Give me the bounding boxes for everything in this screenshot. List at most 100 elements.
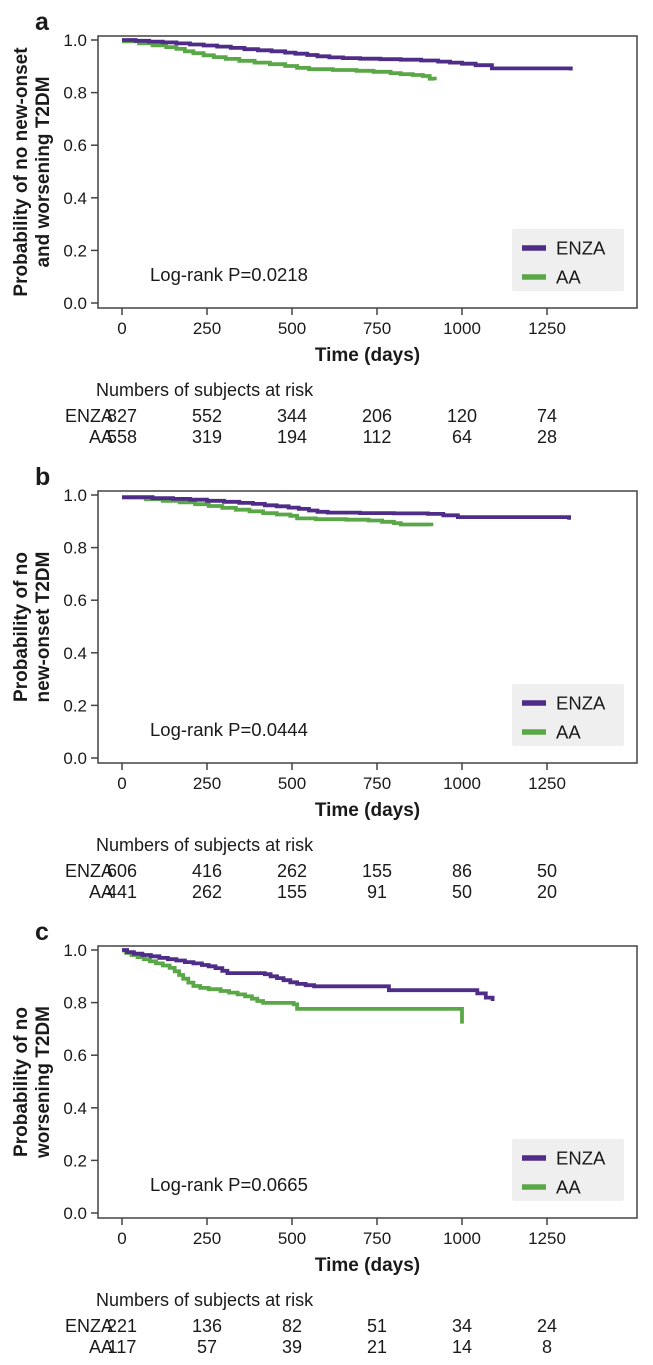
y-tick-label: 0.8 — [63, 539, 87, 558]
risk-value: 8 — [542, 1337, 552, 1357]
panel-letter: c — [35, 918, 49, 946]
risk-value: 64 — [452, 427, 472, 447]
risk-value: 827 — [107, 406, 137, 426]
x-tick-label: 1250 — [528, 319, 566, 338]
logrank-annotation: Log-rank P=0.0665 — [150, 1174, 308, 1195]
x-tick-label: 500 — [278, 774, 306, 793]
legend-label-enza: ENZA — [556, 238, 606, 259]
y-tick-label: 1.0 — [63, 941, 87, 960]
aa-curve — [122, 495, 434, 527]
logrank-annotation: Log-rank P=0.0444 — [150, 719, 308, 740]
plot-box — [97, 945, 638, 1219]
panel-c: 0.0 0.2 0.4 0.6 0.8 1.0 0 250 500 750 1000 1250 Time… — [0, 910, 653, 1365]
risk-value: 155 — [362, 861, 392, 881]
risk-value: 319 — [192, 427, 222, 447]
y-tick-label: 0.2 — [63, 241, 87, 260]
risk-table-title: Numbers of subjects at risk — [96, 1290, 314, 1310]
legend-label-enza: ENZA — [556, 693, 606, 714]
y-tick-label: 0.2 — [63, 696, 87, 715]
risk-table-title: Numbers of subjects at risk — [96, 380, 314, 400]
risk-value: 14 — [452, 1337, 472, 1357]
y-tick-label: 0.4 — [63, 189, 87, 208]
risk-value: 344 — [277, 406, 307, 426]
risk-value: 50 — [452, 882, 472, 902]
y-axis-label-line2: worsening T2DM — [33, 1006, 54, 1159]
y-tick-label: 0.6 — [63, 1046, 87, 1065]
y-tick-label: 0.4 — [63, 1099, 87, 1118]
x-tick-label: 250 — [193, 774, 221, 793]
risk-value: 262 — [277, 861, 307, 881]
x-tick-label: 750 — [363, 319, 391, 338]
y-tick-label: 0.0 — [63, 294, 87, 313]
enza-curve — [122, 38, 573, 71]
risk-value: 606 — [107, 861, 137, 881]
enza-curve — [122, 948, 495, 1001]
risk-value: 262 — [192, 882, 222, 902]
y-tick-label: 0.8 — [63, 84, 87, 103]
y-tick-label: 0.6 — [63, 136, 87, 155]
x-tick-label: 250 — [193, 319, 221, 338]
legend-label-aa: AA — [556, 722, 581, 743]
x-tick-label: 1250 — [528, 774, 566, 793]
risk-value: 221 — [107, 1316, 137, 1336]
km-plot-b: 0.0 0.2 0.4 0.6 0.8 1.0 0 250 500 750 1000 1250 Time… — [11, 463, 638, 902]
risk-value: 206 — [362, 406, 392, 426]
risk-value: 86 — [452, 861, 472, 881]
x-axis-label: Time (days) — [315, 800, 420, 821]
risk-row-label-aa: AA — [89, 1337, 113, 1357]
km-plot-a: 0.0 0.2 0.4 0.6 0.8 1.0 0 250 500 750 1000 1250 Time… — [11, 8, 638, 447]
risk-value: 194 — [277, 427, 307, 447]
plot-box — [97, 35, 638, 309]
x-tick-label: 0 — [117, 1229, 126, 1248]
risk-value: 120 — [447, 406, 477, 426]
km-plot-c: 0.0 0.2 0.4 0.6 0.8 1.0 0 250 500 750 1000 1250 Time… — [11, 918, 638, 1357]
risk-value: 57 — [197, 1337, 217, 1357]
y-tick-label: 1.0 — [63, 31, 87, 50]
risk-value: 117 — [108, 1337, 137, 1357]
x-tick-label: 750 — [363, 774, 391, 793]
legend-label-aa: AA — [556, 267, 581, 288]
risk-value: 552 — [192, 406, 222, 426]
y-tick-label: 0.2 — [63, 1151, 87, 1170]
panel-letter: a — [35, 8, 50, 36]
risk-table-title: Numbers of subjects at risk — [96, 835, 314, 855]
risk-value: 28 — [537, 427, 557, 447]
y-axis-label-line1: Probability of no new-onset — [11, 47, 32, 297]
x-axis-label: Time (days) — [315, 1255, 420, 1276]
risk-value: 441 — [107, 882, 137, 902]
risk-value: 82 — [282, 1316, 302, 1336]
y-tick-label: 0.6 — [63, 591, 87, 610]
x-tick-label: 1000 — [443, 774, 481, 793]
y-tick-label: 1.0 — [63, 486, 87, 505]
risk-value: 91 — [367, 882, 387, 902]
x-tick-label: 1250 — [528, 1229, 566, 1248]
x-tick-label: 500 — [278, 1229, 306, 1248]
x-tick-label: 500 — [278, 319, 306, 338]
risk-row-label-enza: ENZA — [65, 406, 113, 426]
y-axis-label-line2: and worsening T2DM — [33, 76, 54, 267]
panel-a: 0.0 0.2 0.4 0.6 0.8 1.0 0 250 500 750 1000 1250 Time… — [0, 0, 653, 455]
panel-b: 0.0 0.2 0.4 0.6 0.8 1.0 0 250 500 750 1000 1250 Time… — [0, 455, 653, 910]
risk-value: 155 — [277, 882, 307, 902]
x-tick-label: 0 — [117, 774, 126, 793]
risk-row-label-enza: ENZA — [65, 1316, 113, 1336]
logrank-annotation: Log-rank P=0.0218 — [150, 264, 308, 285]
y-axis-label-line1: Probability of no — [11, 552, 32, 702]
x-tick-label: 1000 — [443, 319, 481, 338]
legend-label-enza: ENZA — [556, 1148, 606, 1169]
risk-value: 21 — [367, 1337, 387, 1357]
risk-value: 50 — [537, 861, 557, 881]
y-tick-label: 0.0 — [63, 749, 87, 768]
risk-value: 74 — [537, 406, 557, 426]
x-tick-label: 250 — [193, 1229, 221, 1248]
risk-row-label-aa: AA — [89, 427, 113, 447]
y-tick-label: 0.0 — [63, 1204, 87, 1223]
risk-value: 112 — [363, 427, 392, 447]
y-tick-label: 0.4 — [63, 644, 87, 663]
enza-curve — [122, 495, 571, 520]
risk-value: 34 — [452, 1316, 472, 1336]
risk-row-label-aa: AA — [89, 882, 113, 902]
x-tick-label: 750 — [363, 1229, 391, 1248]
y-tick-label: 0.8 — [63, 994, 87, 1013]
